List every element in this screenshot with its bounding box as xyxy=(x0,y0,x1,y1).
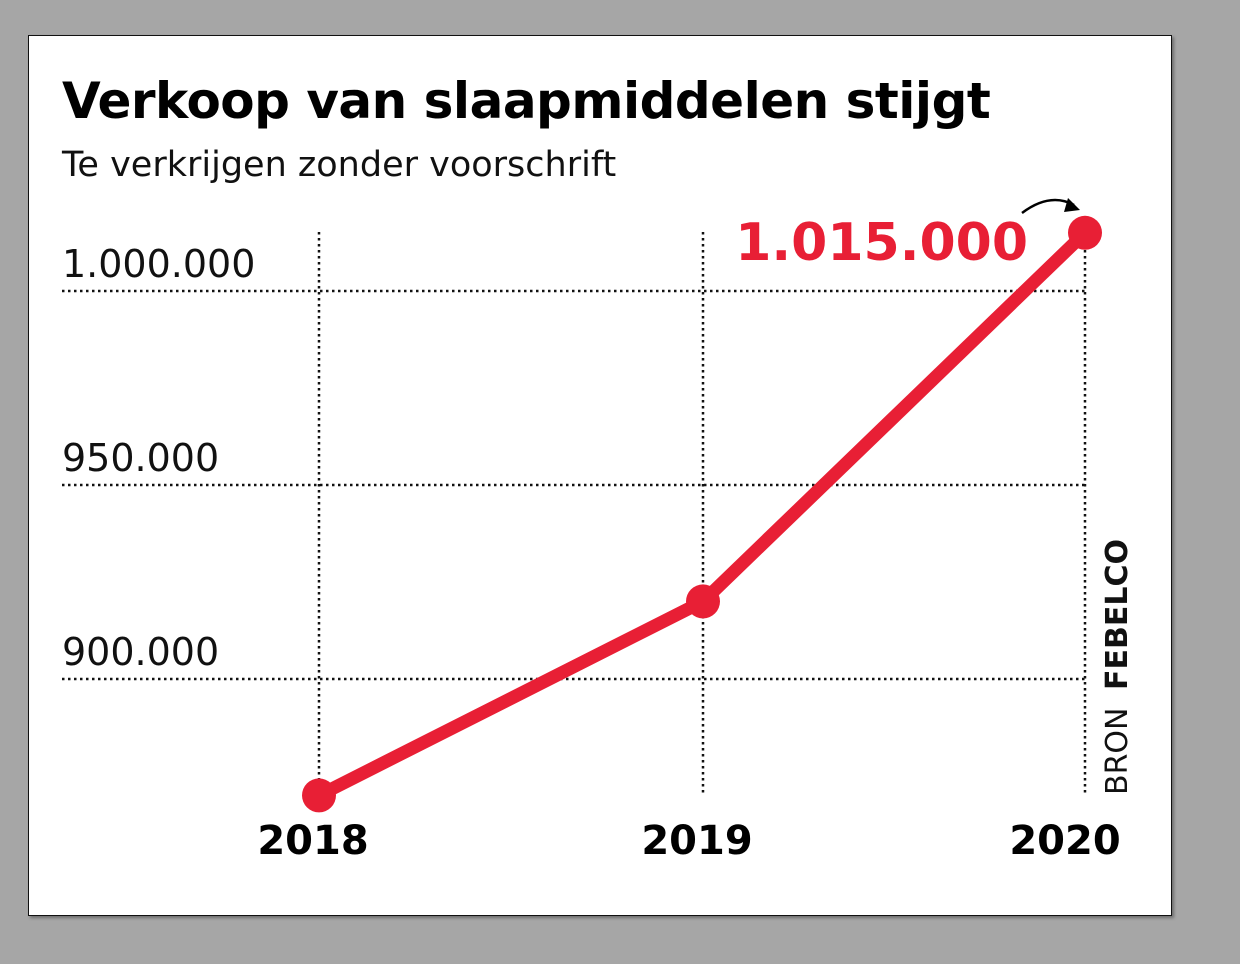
x-tick-label: 2018 xyxy=(257,818,368,864)
y-tick-label: 1.000.000 xyxy=(62,242,255,286)
data-point xyxy=(1068,215,1102,250)
annotation-label: 1.015.000 xyxy=(735,213,1028,273)
source-prefix: BRON xyxy=(1100,708,1135,795)
data-point xyxy=(686,584,720,619)
x-tick-label: 2020 xyxy=(1009,818,1120,864)
source-name: FEBELCO xyxy=(1100,539,1135,690)
x-tick-label: 2019 xyxy=(641,818,752,864)
y-tick-label: 900.000 xyxy=(62,630,219,674)
chart-title: Verkoop van slaapmiddelen stijgt xyxy=(62,72,991,130)
data-point xyxy=(302,778,336,813)
source-note: BRON FEBELCO xyxy=(1100,539,1135,795)
y-tick-label: 950.000 xyxy=(62,436,219,480)
chart-subtitle: Te verkrijgen zonder voorschrift xyxy=(62,145,617,185)
chart-card xyxy=(28,35,1172,916)
arrow-head-icon xyxy=(1064,198,1080,212)
